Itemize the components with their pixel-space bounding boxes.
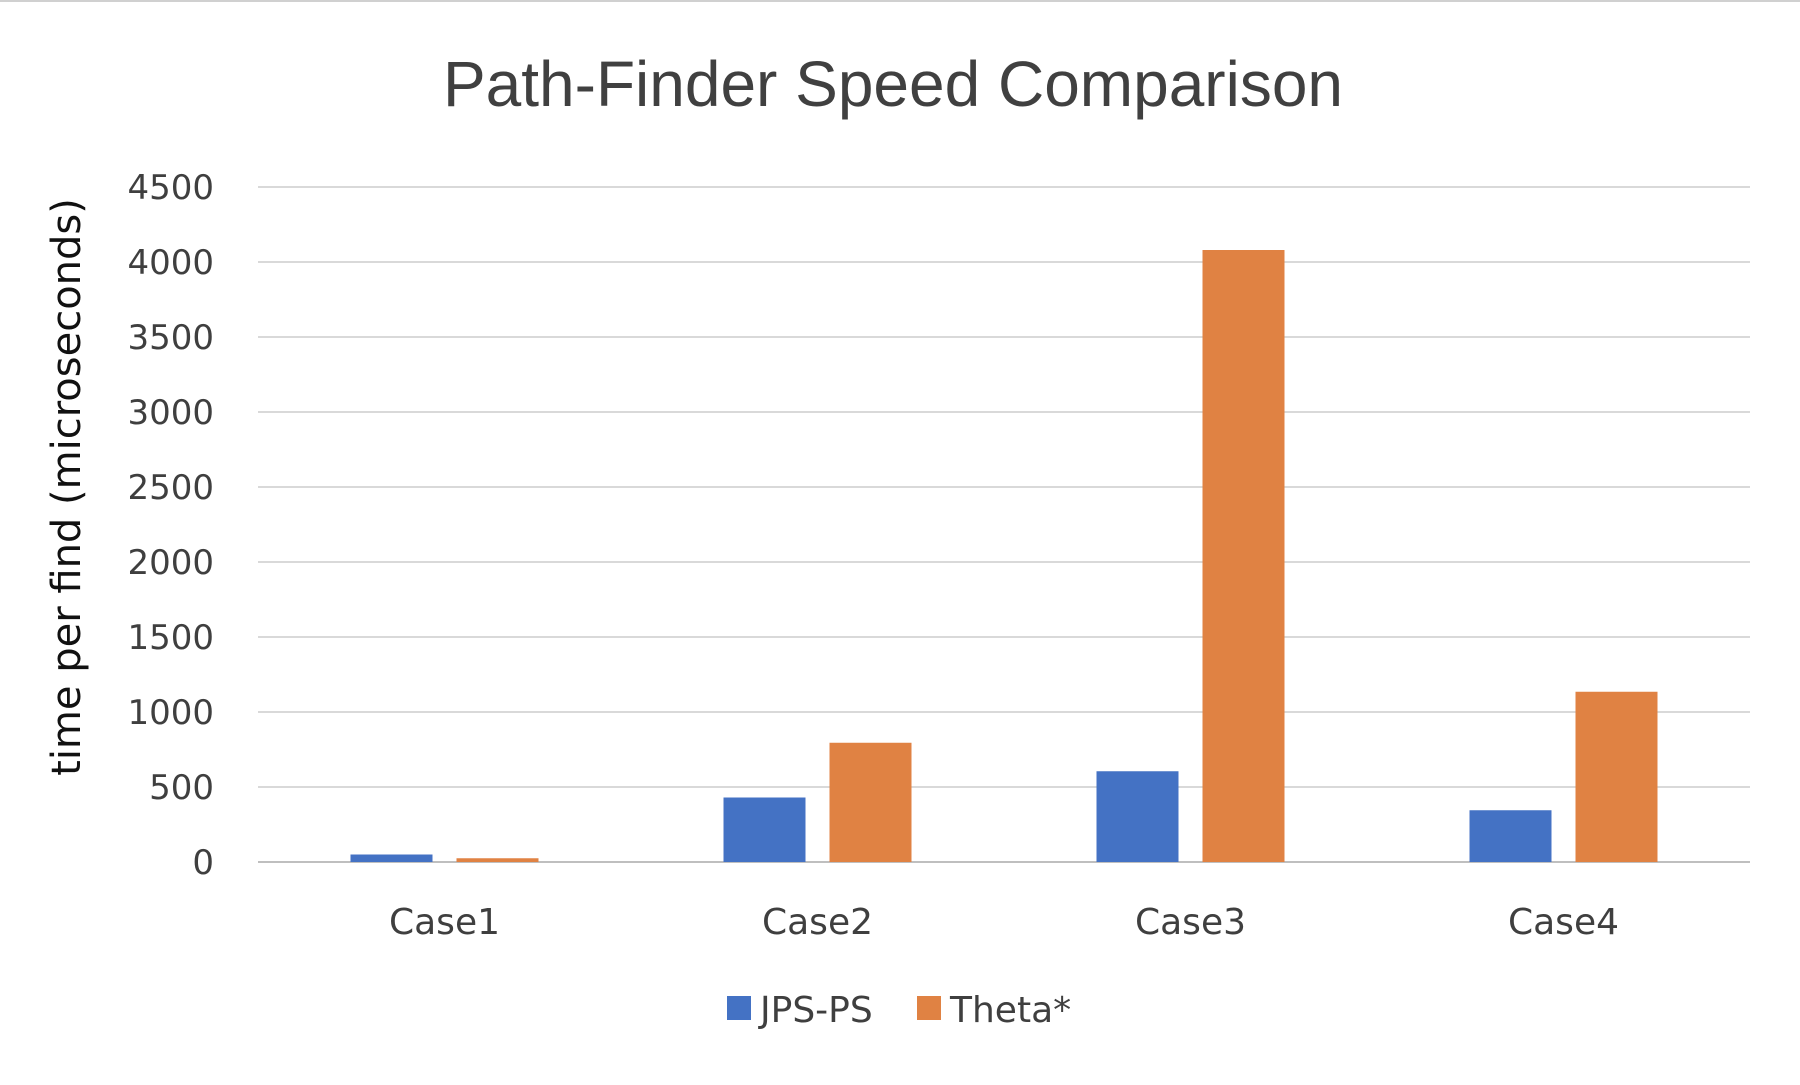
bar-jps-ps-case4: [1469, 810, 1552, 862]
legend: JPS-PS Theta*: [727, 990, 1071, 1031]
y-tick-label: 500: [149, 768, 214, 808]
y-tick-label: 4500: [127, 168, 214, 208]
bar-jps-ps-case1: [350, 854, 433, 862]
legend-swatch: [917, 996, 941, 1020]
legend-swatch: [727, 996, 751, 1020]
y-tick-label: 4000: [127, 243, 214, 283]
x-category-label: Case3: [1135, 902, 1246, 943]
y-tick-label: 3000: [127, 393, 214, 433]
gridlines: [258, 186, 1750, 863]
x-axis-categories: Case1 Case2 Case3 Case4: [389, 902, 1619, 943]
top-divider: [0, 0, 1800, 2]
bars: [350, 250, 1658, 862]
y-axis-ticks: 0 500 1000 1500 2000 2500 3000 3500 4000 4500: [127, 168, 214, 883]
x-category-label: Case4: [1508, 902, 1619, 943]
bar-theta-case1: [456, 858, 539, 862]
y-tick-label: 2000: [127, 543, 214, 583]
y-tick-label: 1500: [127, 618, 214, 658]
x-category-label: Case1: [389, 902, 500, 943]
y-tick-label: 1000: [127, 693, 214, 733]
chart-title: Path-Finder Speed Comparison: [443, 48, 1343, 120]
bar-jps-ps-case2: [723, 797, 806, 862]
bar-theta-case2: [829, 742, 912, 862]
y-tick-label: 0: [192, 843, 214, 883]
legend-label: Theta*: [949, 990, 1071, 1031]
bar-theta-case3: [1202, 250, 1285, 862]
y-tick-label: 3500: [127, 318, 214, 358]
bar-theta-case4: [1575, 691, 1658, 862]
y-axis-label: time per find (microseconds): [44, 198, 90, 776]
x-category-label: Case2: [762, 902, 873, 943]
legend-label: JPS-PS: [758, 990, 873, 1031]
bar-jps-ps-case3: [1096, 771, 1179, 862]
y-tick-label: 2500: [127, 468, 214, 508]
